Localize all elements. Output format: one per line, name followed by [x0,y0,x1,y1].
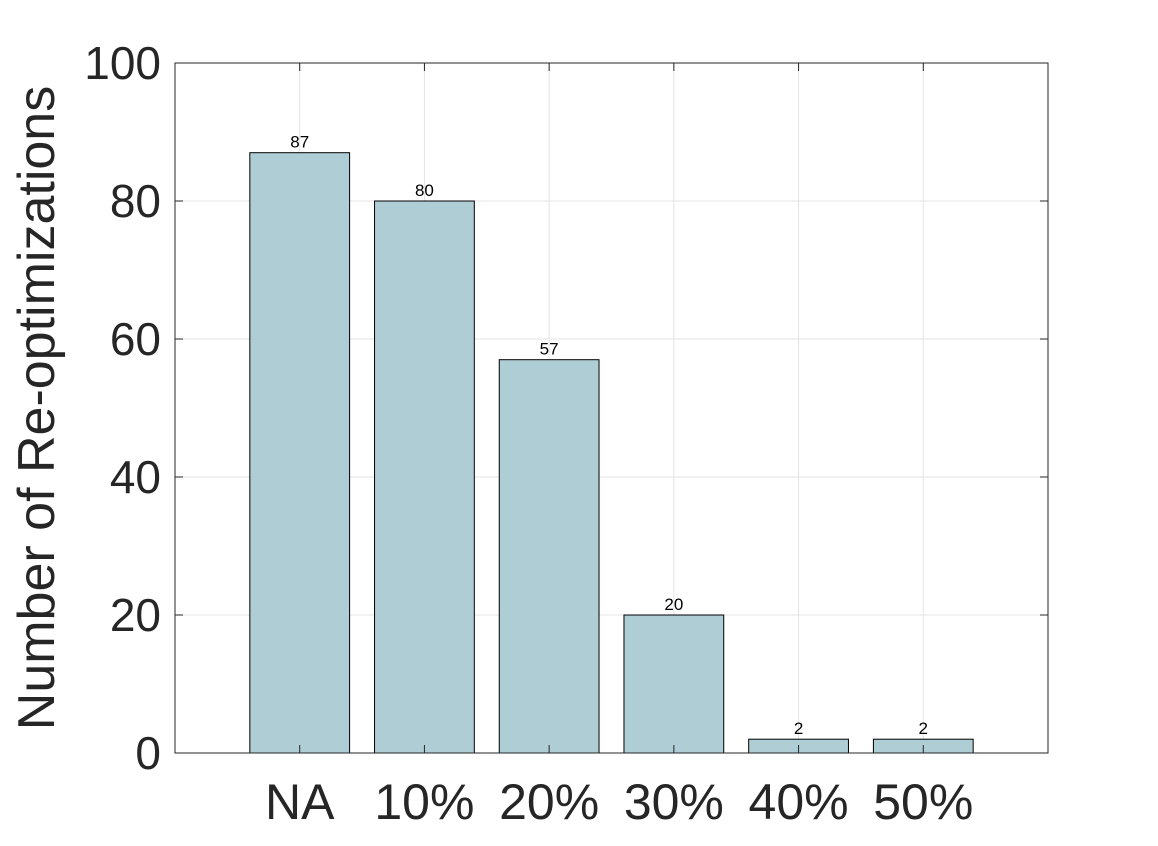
x-tick-label: 10% [374,774,474,830]
tick-marks [175,62,1048,754]
data-labels: 87 80 57 20 2 2 [290,133,928,739]
y-tick-labels: 0 20 40 60 80 100 [84,37,161,779]
plot-frame [174,62,1049,754]
y-tick-label: 0 [135,727,161,779]
bar-20pct [498,359,600,754]
y-tick-label: 100 [84,37,161,89]
bars [249,152,974,754]
bar-na [249,152,351,754]
y-tick-label: 60 [110,313,161,365]
bar-30pct [623,614,725,754]
y-tick-label: 20 [110,589,161,641]
y-tick-label: 40 [110,451,161,503]
data-label: 80 [415,181,434,200]
data-label: 2 [919,719,928,738]
data-label: 87 [290,133,309,152]
y-axis-label: Number of Re-optimizations [8,86,66,730]
x-tick-label: 40% [749,774,849,830]
x-tick-label: 30% [624,774,724,830]
axes-frame [174,62,1049,754]
x-tick-label: 20% [499,774,599,830]
x-tick-label: NA [265,774,335,830]
x-tick-labels: NA 10% 20% 30% 40% 50% [265,774,973,830]
data-label: 2 [794,719,803,738]
y-tick-label: 80 [110,175,161,227]
data-label: 20 [664,595,683,614]
x-tick-label: 50% [873,774,973,830]
data-label: 57 [540,340,559,359]
bar-10pct [374,200,475,754]
